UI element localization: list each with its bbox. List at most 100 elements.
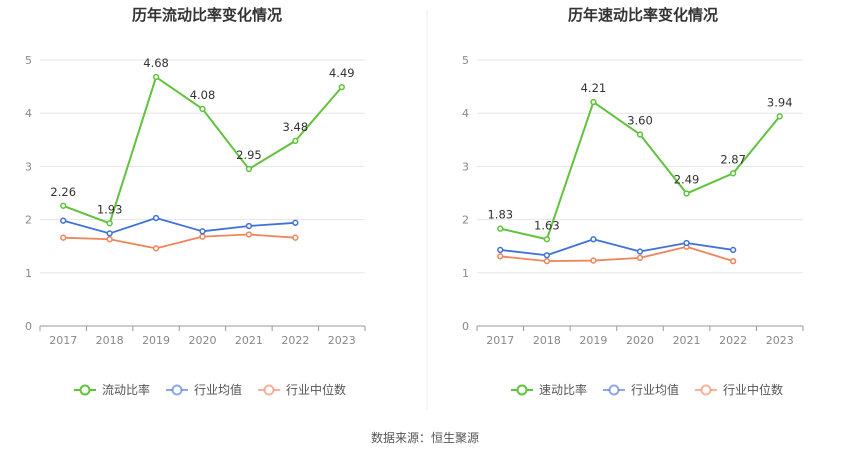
chart1-data-label: 4.68: [143, 56, 169, 70]
chart2-data-label: 1.83: [487, 208, 513, 222]
chart1-legend-item[interactable]: 流动比率: [74, 382, 150, 397]
chart2-x-tick-label: 2020: [626, 334, 654, 347]
chart1-y-tick-label: 5: [25, 54, 32, 67]
chart1-series-0-point: [245, 165, 253, 173]
chart1-series-2-point: [199, 233, 206, 240]
data-source: 数据来源：恒生聚源: [371, 430, 479, 445]
chart1-legend-marker: [263, 384, 275, 396]
chart1-data-label: 2.95: [236, 148, 262, 162]
chart2-series-2-point: [636, 254, 644, 262]
chart2-series-0-point: [590, 98, 597, 106]
chart1-series-2-point: [106, 236, 113, 243]
chart1-series-2-line: [63, 233, 296, 250]
chart2-data-label: 4.21: [581, 81, 607, 95]
chart1-data-label: 2.26: [50, 185, 76, 199]
chart2-legend-label: 行业均值: [631, 382, 679, 397]
chart1-y-tick-label: 2: [25, 214, 32, 227]
chart2-data-label: 3.60: [627, 113, 653, 127]
chart1-x-tick-label: 2019: [142, 334, 170, 347]
chart1-data-label: 3.48: [283, 120, 309, 134]
chart1-data-label: 4.49: [329, 66, 355, 80]
chart1-x-tick-label: 2023: [328, 334, 356, 347]
chart1-legend-marker: [171, 384, 183, 396]
chart2-legend-label: 速动比率: [539, 382, 587, 397]
chart2-legend-item[interactable]: 速动比率: [511, 382, 587, 397]
chart2-series-0-point: [683, 190, 690, 197]
chart1-y-tick-label: 0: [25, 320, 32, 333]
chart1-y-tick-label: 3: [25, 160, 32, 173]
chart2-group: 历年速动比率变化情况 0 1 2 3 4 5 2017 2018 2019 2020 2021 2022…: [462, 6, 804, 397]
chart1-legend-item[interactable]: 行业中位数: [258, 382, 346, 397]
chart2-series-2-point: [543, 257, 551, 265]
chart2-series-2-line: [500, 245, 734, 262]
chart2-x-tick-label: 2022: [719, 334, 747, 347]
chart1-y-tick-label: 1: [25, 267, 32, 280]
chart2-series-0-point: [497, 225, 504, 232]
chart2-series-0-point: [729, 170, 737, 177]
chart1-legend-label: 行业中位数: [286, 382, 346, 397]
chart1-series-0-point: [338, 83, 345, 91]
chart2-series-0-point: [636, 131, 644, 138]
chart1-x-tick-label: 2022: [281, 334, 309, 347]
chart2-x-tick-label: 2019: [579, 334, 607, 347]
chart2-legend-item[interactable]: 行业均值: [603, 382, 679, 397]
chart2-series-1-point: [636, 248, 644, 255]
chart2-series-2-point: [497, 253, 504, 260]
chart2-legend-item[interactable]: 行业中位数: [695, 382, 783, 397]
chart2-series-2-point: [590, 257, 597, 264]
chart1-x-tick-label: 2020: [189, 334, 217, 347]
chart2-y-tick-label: 0: [462, 320, 469, 333]
chart2-data-label: 3.94: [767, 95, 793, 109]
chart1-series-1-point: [106, 230, 113, 237]
chart1-series-2-point: [245, 231, 253, 238]
chart2-legend-marker: [608, 384, 620, 396]
chart1-series-0-point: [199, 105, 206, 113]
chart2-data-label: 2.87: [720, 152, 746, 166]
chart1-legend-label: 流动比率: [102, 382, 150, 397]
chart1-series-2-point: [60, 234, 67, 241]
chart2-y-tick-label: 2: [462, 214, 469, 227]
chart2-series-1-line: [500, 238, 734, 257]
chart2-data-label: 2.49: [674, 173, 700, 187]
chart2-series-1-point: [729, 246, 737, 254]
chart2-data-label: 1.63: [534, 218, 560, 232]
chart2-series-2-point: [729, 257, 737, 265]
chart2-series-1-point: [590, 236, 597, 243]
chart1-series-0-point: [60, 202, 67, 209]
chart1-series-1-point: [60, 217, 67, 224]
chart1-x-tick-label: 2021: [235, 334, 263, 347]
chart1-legend-label: 行业均值: [194, 382, 242, 397]
chart2-y-tick-label: 4: [462, 107, 469, 120]
chart1-series-0-point: [152, 73, 160, 81]
chart1-title: 历年流动比率变化情况: [132, 6, 282, 24]
chart1-y-tick-label: 4: [25, 107, 32, 120]
chart1-group: 历年流动比率变化情况 0 1 2 3 4 5 2017 2018 2019 2020 2021 2022…: [25, 6, 366, 397]
chart1-series-0-point: [106, 220, 113, 227]
chart2-series-1-point: [683, 239, 690, 247]
chart2-y-tick-label: 3: [462, 160, 469, 173]
chart2-series-1-point: [543, 252, 551, 259]
chart2-legend-label: 行业中位数: [723, 382, 783, 397]
chart1-series-1-point: [152, 214, 160, 222]
chart2-legend-marker: [700, 384, 712, 396]
chart1-x-tick-label: 2018: [96, 334, 124, 347]
chart1-x-tick-label: 2017: [49, 334, 77, 347]
chart2-series-0-point: [543, 236, 551, 243]
chart1-series-1-point: [292, 219, 299, 226]
chart2-series-0-point: [776, 113, 783, 120]
chart1-series-1-line: [62, 217, 296, 235]
chart1-series-1-point: [245, 222, 253, 230]
chart1-series-2-point: [292, 234, 299, 241]
chart1-series-1-point: [199, 228, 206, 235]
chart2-x-tick-label: 2017: [486, 334, 514, 347]
chart2-series-1-point: [497, 246, 504, 254]
chart2-x-tick-label: 2021: [673, 334, 701, 347]
chart2-title: 历年速动比率变化情况: [568, 6, 718, 24]
chart2-x-tick-label: 2023: [766, 334, 794, 347]
chart1-legend-item[interactable]: 行业均值: [166, 382, 242, 397]
chart1-legend-marker: [79, 384, 91, 396]
chart1-data-label: 1.93: [97, 202, 123, 216]
chart1-series-2-point: [152, 245, 160, 252]
chart2-legend-marker: [516, 384, 528, 396]
